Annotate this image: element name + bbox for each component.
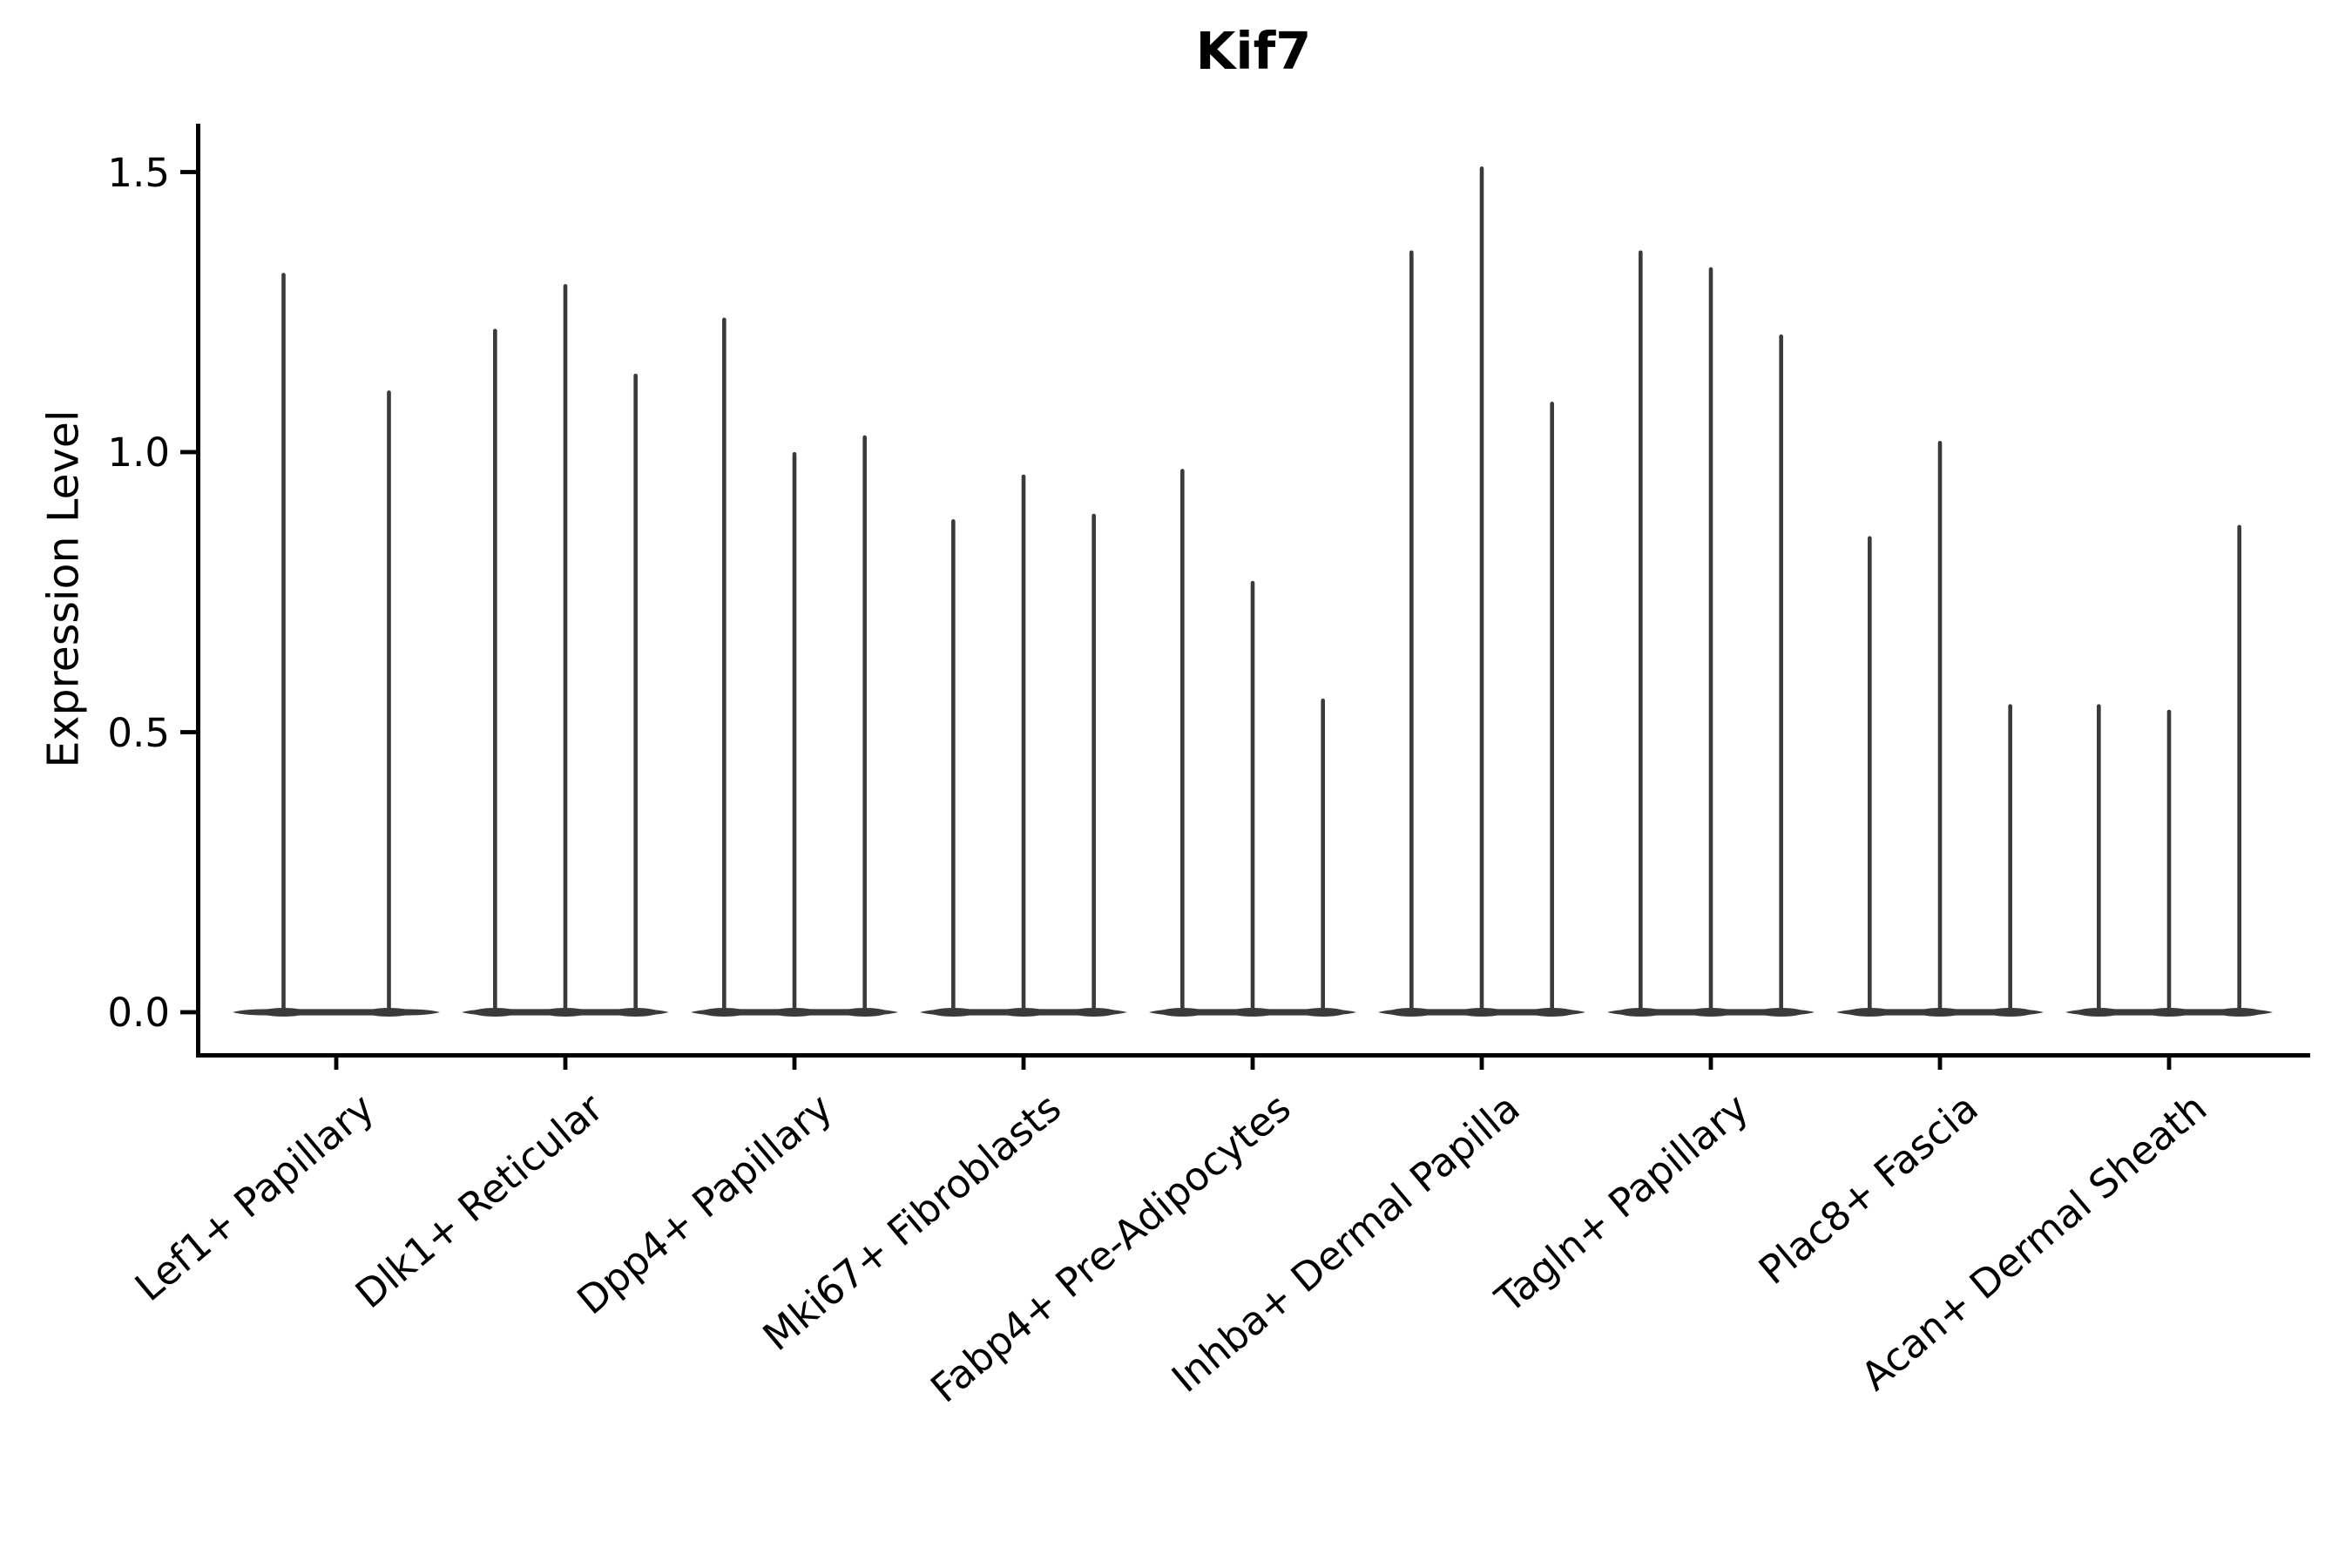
violin-spike — [633, 373, 638, 1015]
violin-spike — [1937, 441, 1943, 1014]
y-tick-label: 0.5 — [107, 709, 170, 756]
y-tick-label: 1.5 — [107, 149, 170, 196]
violin-spike — [1250, 580, 1255, 1014]
violin-spike — [1868, 536, 1872, 1014]
x-tick-mark — [1021, 1058, 1026, 1070]
violin-spike — [1639, 250, 1643, 1014]
y-tick-mark — [180, 170, 196, 174]
x-tick-mark — [334, 1058, 339, 1070]
violin-spike — [2237, 524, 2241, 1014]
violin-spike — [792, 452, 797, 1014]
violin-spike — [1021, 474, 1026, 1014]
chart-title: Kif7 — [1195, 21, 1312, 81]
x-tick-mark — [1479, 1058, 1484, 1070]
x-tick-mark — [563, 1058, 568, 1070]
x-tick-mark — [1708, 1058, 1713, 1070]
violin-spike — [493, 328, 497, 1014]
violin-spike — [1779, 334, 1783, 1015]
x-tick-mark — [792, 1058, 797, 1070]
bottom-spine — [196, 1053, 2310, 1058]
violin-spike — [2008, 704, 2012, 1014]
y-tick-label: 0.0 — [107, 990, 170, 1036]
violin-spike — [281, 273, 286, 1014]
x-tick-mark — [1937, 1058, 1943, 1070]
violin-spike — [1321, 698, 1325, 1014]
y-tick-mark — [180, 449, 196, 455]
violin-spike — [862, 435, 867, 1015]
y-tick-label: 1.0 — [107, 429, 170, 476]
violin-spike — [1550, 402, 1554, 1014]
violin-spike — [1479, 166, 1484, 1014]
violin-spike — [387, 390, 391, 1014]
violin-spike — [2097, 704, 2101, 1014]
x-tick-mark — [2166, 1058, 2172, 1070]
violin-spike — [2166, 709, 2172, 1014]
left-spine — [196, 124, 200, 1058]
violin-spike — [563, 284, 568, 1015]
violin-spike — [951, 519, 956, 1014]
violin-spike — [1409, 250, 1414, 1014]
violin-spike — [1092, 513, 1096, 1014]
y-tick-mark — [180, 1010, 196, 1015]
violin-spike — [1708, 267, 1713, 1014]
x-tick-mark — [1250, 1058, 1255, 1070]
violin-spike — [722, 317, 727, 1014]
y-tick-mark — [180, 730, 196, 734]
violin-spike — [1180, 469, 1185, 1014]
